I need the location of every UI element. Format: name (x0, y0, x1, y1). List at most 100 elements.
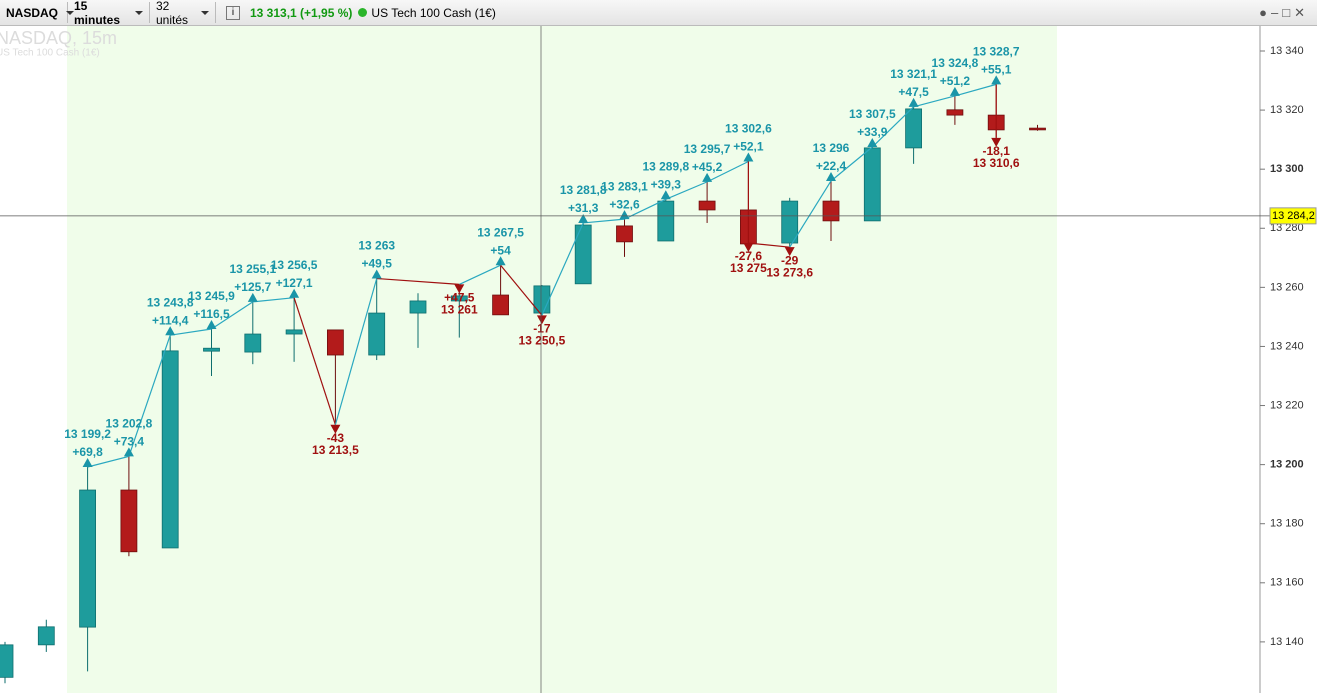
zigzag-change: +116,5 (193, 307, 230, 321)
y-tick-label: 13 240 (1270, 340, 1304, 352)
zigzag-marker (743, 243, 754, 253)
zigzag-change: +55,1 (981, 63, 1012, 77)
status-dot (358, 8, 368, 17)
zigzag-marker (784, 247, 795, 257)
zigzag-price: 13 263 (358, 239, 395, 253)
crosshair-box (1269, 207, 1317, 225)
zigzag-marker (247, 292, 258, 302)
zigzag-segment (252, 297, 295, 303)
candle-body (37, 626, 55, 646)
zigzag-change: -18,1 (983, 144, 1011, 158)
candle-body (326, 329, 344, 356)
units-select[interactable]: 32 unités (150, 0, 216, 27)
zigzag-change: -17 (533, 322, 551, 336)
zigzag-change: +127,1 (276, 276, 313, 290)
zigzag-price: 13 283,1 (601, 179, 648, 193)
candle-body (0, 644, 14, 678)
zigzag-price: 13 281,8 (560, 183, 607, 197)
zigzag-price: 13 302,6 (725, 122, 772, 136)
zigzag-marker (578, 213, 589, 223)
zigzag-price: 13 275 (730, 261, 767, 275)
zigzag-price: 13 295,7 (684, 142, 731, 156)
candle-body (1029, 127, 1046, 131)
y-tick-label: 13 320 (1270, 104, 1304, 116)
candle-body (79, 489, 96, 628)
zigzag-price: 13 310,6 (973, 156, 1020, 170)
timeframe-select[interactable]: 15 minutes (68, 0, 150, 27)
instrument-select[interactable]: NASDAQ (0, 2, 68, 23)
candle-body (492, 294, 510, 316)
y-tick-label: 13 200 (1270, 459, 1304, 471)
candle-body (450, 295, 468, 302)
zigzag-segment (376, 277, 460, 285)
info-icon[interactable]: i (226, 5, 240, 20)
zigzag-marker (330, 424, 341, 434)
zigzag-price: 13 289,8 (642, 159, 689, 173)
zigzag-price: 13 202,8 (106, 417, 153, 431)
zigzag-segment (583, 218, 625, 224)
zigzag-marker (206, 320, 217, 330)
zigzag-segment (170, 328, 212, 336)
zigzag-marker (289, 288, 300, 298)
zigzag-segment (706, 160, 749, 183)
zigzag-change: +33,9 (857, 125, 888, 139)
zigzag-change: +69,8 (72, 445, 103, 459)
zigzag-change: +47,5 (444, 291, 475, 305)
zigzag-marker (826, 171, 836, 181)
zigzag-segment (500, 264, 543, 316)
candle-body (368, 312, 386, 356)
zigzag-marker (495, 256, 506, 266)
zigzag-change: +45,2 (692, 160, 723, 174)
zigzag-price: 13 324,8 (932, 56, 979, 70)
zigzag-marker (949, 86, 960, 96)
toolbar: NASDAQ 15 minutes 32 unités i 13 313,1 (… (0, 0, 1317, 27)
zigzag-marker (908, 97, 919, 107)
zigzag-marker (536, 315, 547, 325)
zigzag-change: +32,6 (609, 197, 640, 211)
zigzag-change: +31,3 (568, 201, 599, 215)
crosshair-label: 13 284,2 (1272, 210, 1315, 222)
y-tick-label: 13 300 (1270, 163, 1304, 175)
zigzag-price: 13 256,5 (271, 258, 318, 272)
zigzag-segment (459, 264, 501, 285)
zigzag-marker (743, 152, 754, 162)
window-controls[interactable]: ●–□✕ (1259, 4, 1309, 20)
candle-body (946, 109, 964, 116)
zigzag-marker (165, 326, 176, 336)
zigzag-change: +51,2 (940, 74, 971, 88)
zigzag-segment (830, 146, 873, 182)
zigzag-segment (954, 83, 997, 97)
zigzag-price: 13 307,5 (849, 107, 896, 121)
zigzag-marker (371, 269, 382, 279)
watermark-title: NASDAQ, 15m (0, 28, 117, 48)
zigzag-change: -43 (327, 431, 345, 445)
candle-body (905, 108, 922, 149)
y-tick-label: 13 140 (1270, 636, 1304, 648)
zigzag-change: +39,3 (651, 177, 682, 191)
session-zone (67, 26, 1057, 693)
y-tick-label: 13 260 (1270, 281, 1304, 293)
candle-body (781, 200, 799, 244)
zigzag-marker (454, 284, 465, 294)
zigzag-price: 13 273,6 (766, 265, 813, 279)
candle-body (698, 200, 716, 211)
zigzag-segment (293, 297, 336, 425)
zigzag-change: +73,4 (114, 435, 145, 449)
zigzag-price: 13 213,5 (312, 443, 359, 457)
last-price: 13 313,1 (+1,95 %) (250, 5, 353, 20)
zigzag-change: -29 (781, 253, 799, 267)
zigzag-segment (913, 95, 956, 108)
zigzag-price: 13 296 (813, 141, 850, 155)
candle-body (863, 147, 881, 222)
zigzag-change: +52,1 (733, 140, 764, 154)
zigzag-segment (128, 335, 171, 457)
zigzag-marker (867, 138, 878, 148)
candle-body (161, 350, 179, 549)
zigzag-price: 13 321,1 (890, 67, 937, 81)
product-name: US Tech 100 Cash (1€) (371, 5, 496, 20)
zigzag-segment (665, 181, 708, 200)
zigzag-change: +114,4 (152, 313, 189, 327)
zigzag-segment (871, 106, 915, 148)
zigzag-change: +22,4 (816, 159, 847, 173)
zigzag-marker (991, 75, 1002, 85)
